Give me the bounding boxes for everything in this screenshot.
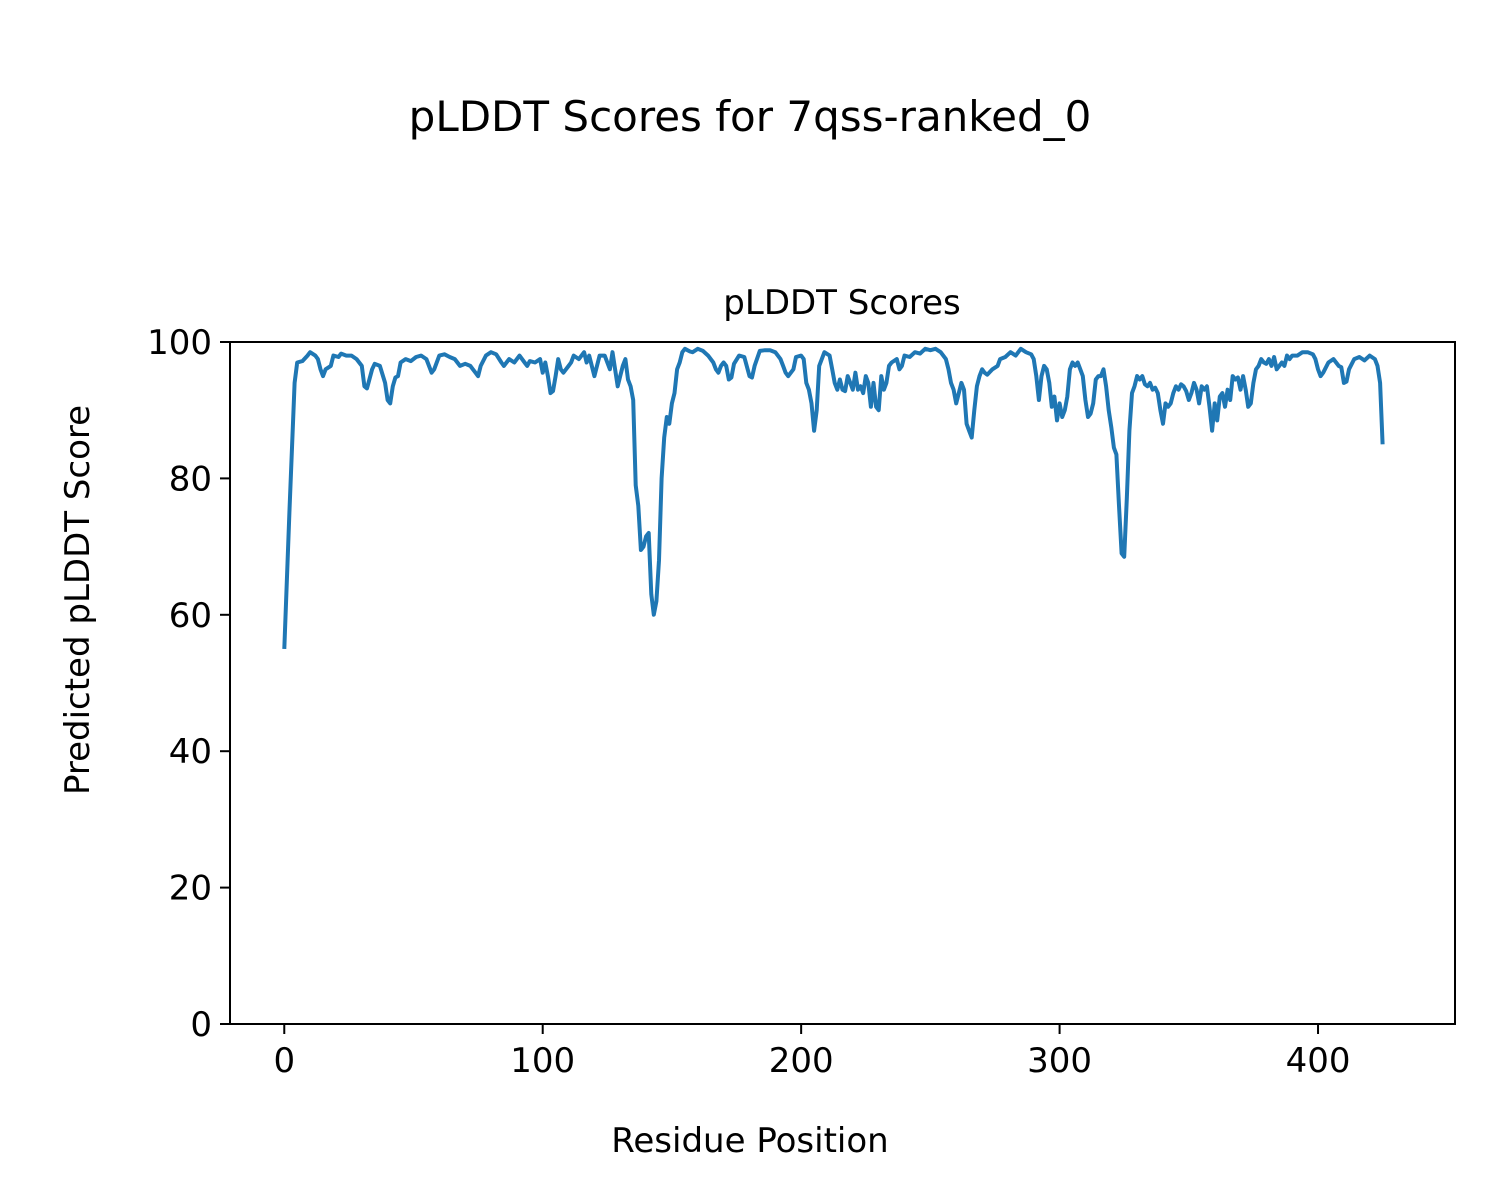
y-tick-label: 80 <box>169 459 212 499</box>
x-tick-label: 0 <box>273 1041 295 1081</box>
y-tick-label: 20 <box>169 869 212 909</box>
y-tick-label: 60 <box>169 596 212 636</box>
x-tick-label: 200 <box>769 1041 834 1081</box>
y-axis-label: Predicted pLDDT Score <box>58 405 98 795</box>
axis-ticks: 0 100 200 300 400 0 20 40 60 80 100 <box>147 323 1350 1081</box>
chart-title: pLDDT Scores <box>723 283 960 323</box>
figure-title: pLDDT Scores for 7qss-ranked_0 <box>408 92 1092 141</box>
x-tick-label: 300 <box>1027 1041 1092 1081</box>
y-tick-label: 40 <box>169 732 212 772</box>
x-tick-label: 400 <box>1286 1041 1351 1081</box>
y-tick-label: 100 <box>147 323 212 363</box>
x-axis-label: Residue Position <box>611 1121 888 1161</box>
pLDDT-series-line <box>282 346 1385 649</box>
x-tick-label: 100 <box>510 1041 575 1081</box>
plot-area-frame <box>229 341 1456 1025</box>
y-tick-label: 0 <box>190 1005 212 1045</box>
